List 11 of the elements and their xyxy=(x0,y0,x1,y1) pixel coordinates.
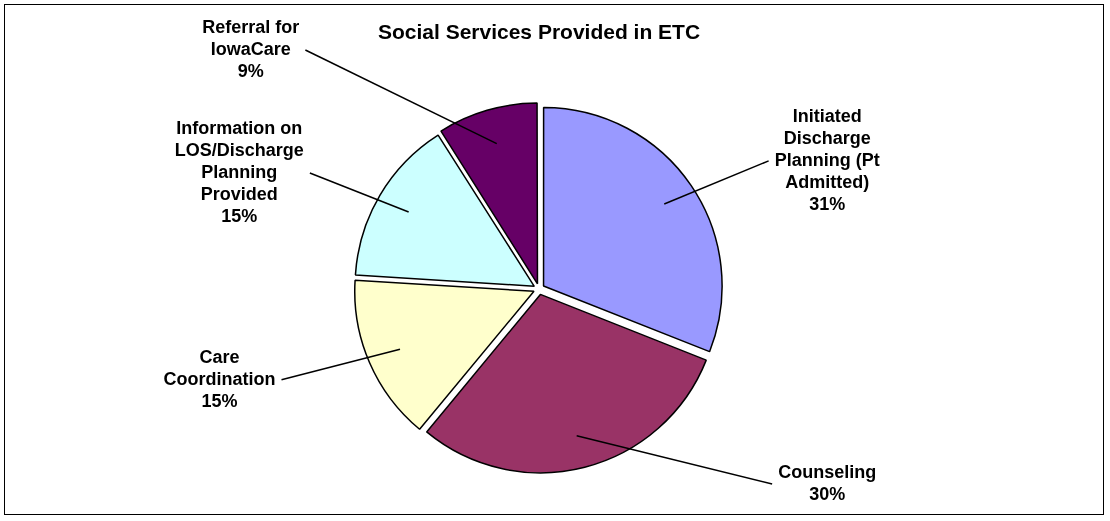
slice-label: Care Coordination xyxy=(163,346,276,389)
data-label: 31% xyxy=(809,193,846,214)
data-label: 9% xyxy=(237,60,264,81)
data-label: 15% xyxy=(201,390,238,411)
slice-label: Initiated Discharge Planning (Pt Admitted) xyxy=(774,105,880,192)
chart-title: Social Services Provided in ETC xyxy=(377,20,701,44)
slice-label: Information on LOS/Discharge Planning Provided xyxy=(174,117,304,204)
slice-label: Counseling xyxy=(778,461,877,482)
data-label: 15% xyxy=(221,205,258,226)
data-label: 30% xyxy=(809,483,846,504)
slice-label: Referral for IowaCare xyxy=(202,16,300,59)
